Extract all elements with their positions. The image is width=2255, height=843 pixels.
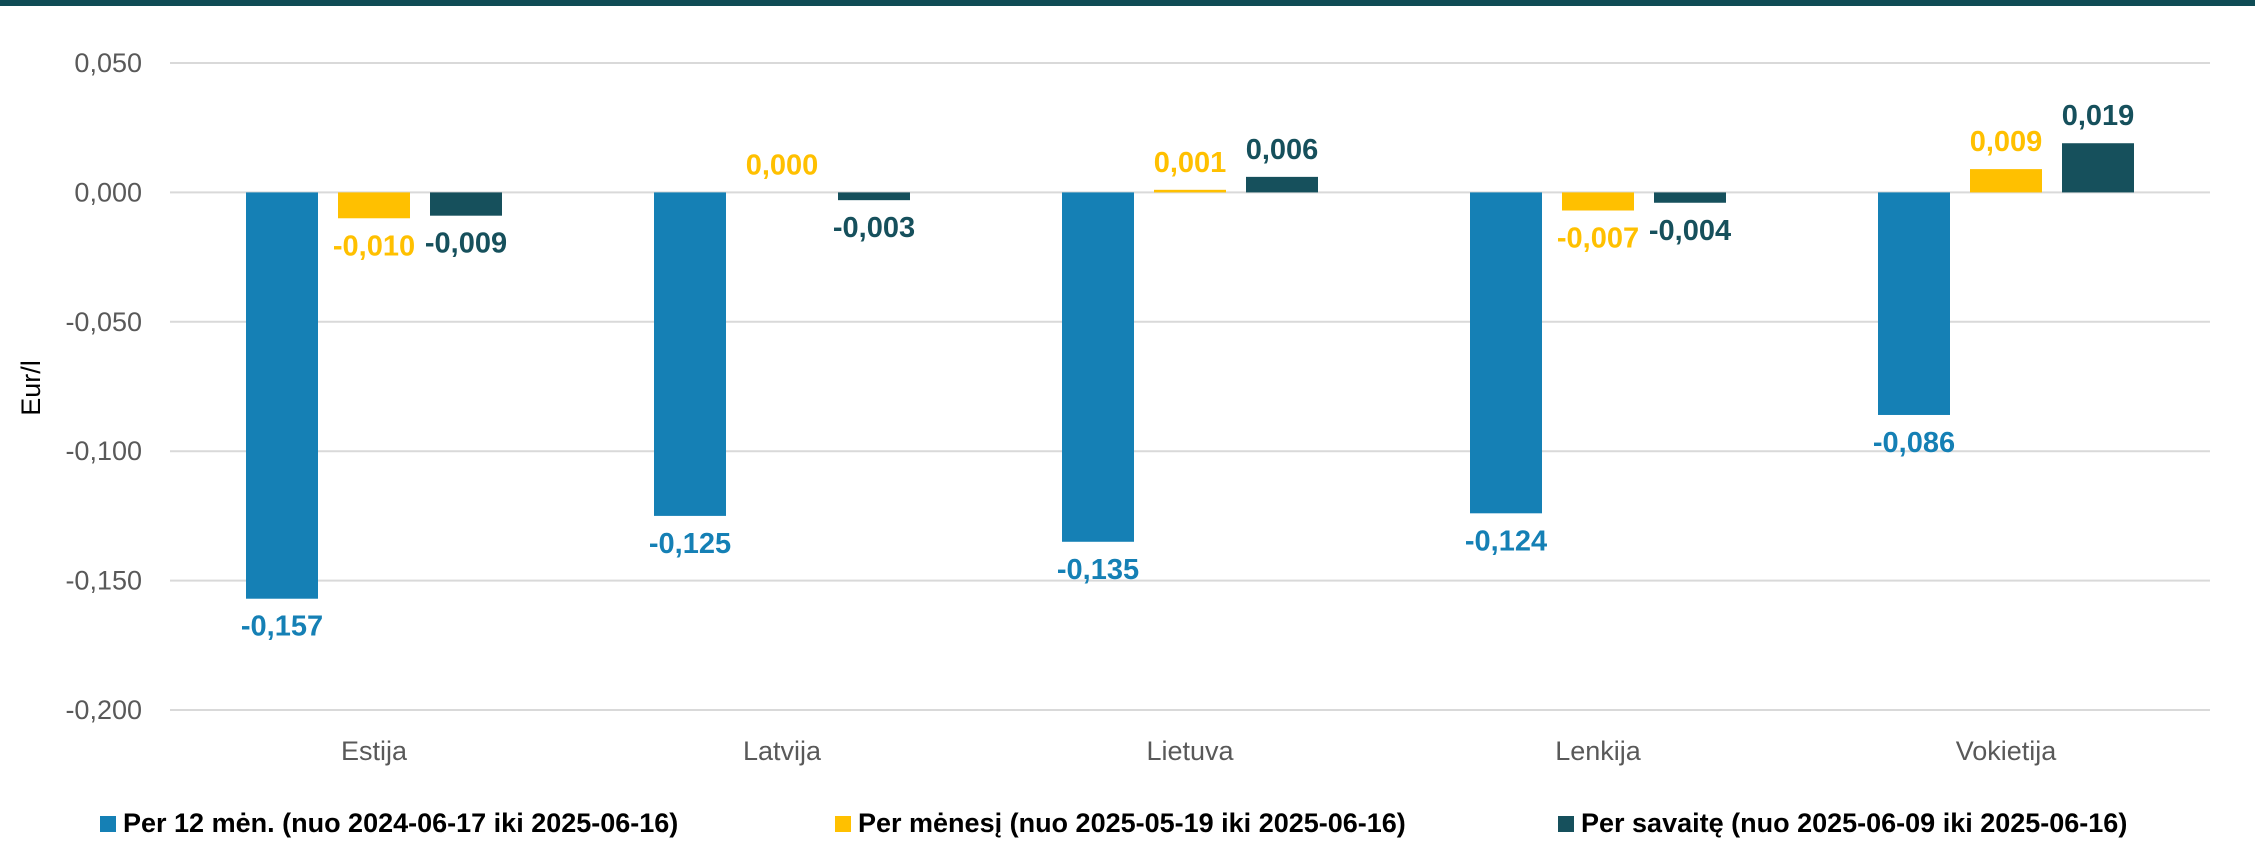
data-label: -0,007 <box>1557 223 1639 255</box>
y-tick-label: -0,150 <box>65 566 142 596</box>
category-label: Vokietija <box>1956 736 2058 766</box>
y-tick-label: 0,050 <box>74 48 142 78</box>
y-tick-label: -0,200 <box>65 695 142 725</box>
data-label: -0,010 <box>333 230 415 262</box>
legend-item-month: Per mėnesį (nuo 2025-05-19 iki 2025-06-1… <box>835 808 1406 839</box>
data-label: -0,124 <box>1465 525 1547 557</box>
data-labels: -0,157 -0,010 -0,009 -0,125 0,000 -0,003 -0,13… <box>241 100 2134 642</box>
data-label: -0,157 <box>241 611 323 643</box>
data-label: 0,009 <box>1970 126 2043 158</box>
bar <box>1246 176 1318 193</box>
bar <box>1470 192 1542 514</box>
legend-swatch-month <box>835 815 851 832</box>
data-label: 0,019 <box>2062 100 2135 132</box>
y-axis-ticks: 0,050 0,000 -0,050 -0,100 -0,150 -0,200 <box>65 48 142 725</box>
bar <box>338 192 410 219</box>
category-labels: Estija Latvija Lietuva Lenkija Vokietija <box>341 736 2057 766</box>
legend: Per 12 mėn. (nuo 2024-06-17 iki 2025-06-… <box>0 808 2255 842</box>
gridlines <box>170 62 2210 711</box>
category-label: Lietuva <box>1146 736 1234 766</box>
bar <box>1654 192 1726 203</box>
bar <box>1878 192 1950 415</box>
bar <box>1562 192 1634 211</box>
legend-item-12-months: Per 12 mėn. (nuo 2024-06-17 iki 2025-06-… <box>100 808 678 839</box>
bar <box>430 192 502 216</box>
y-tick-label: 0,000 <box>74 177 142 207</box>
data-label: 0,001 <box>1154 147 1227 179</box>
bar <box>1154 189 1226 193</box>
bars <box>246 143 2134 599</box>
data-label: -0,086 <box>1873 427 1955 459</box>
bar <box>1970 169 2042 193</box>
bar-chart: 0,050 0,000 -0,050 -0,100 -0,150 -0,200 Eur/l… <box>16 48 2210 766</box>
bar <box>654 192 726 516</box>
data-label: -0,009 <box>425 228 507 260</box>
legend-item-week: Per savaitę (nuo 2025-06-09 iki 2025-06-… <box>1558 808 2127 839</box>
bar <box>838 192 910 201</box>
y-tick-label: -0,100 <box>65 436 142 466</box>
legend-swatch-12-months <box>100 815 116 832</box>
category-label: Estija <box>341 736 408 766</box>
data-label: -0,125 <box>649 528 731 560</box>
top-accent-band <box>0 0 2255 6</box>
bar <box>1062 192 1134 542</box>
category-label: Latvija <box>743 736 822 766</box>
legend-label-12-months: Per 12 mėn. (nuo 2024-06-17 iki 2025-06-… <box>123 808 679 838</box>
category-label: Lenkija <box>1555 736 1642 766</box>
data-label: -0,004 <box>1649 215 1731 247</box>
data-label: -0,003 <box>833 212 915 244</box>
data-label: 0,000 <box>746 149 819 181</box>
bar <box>246 192 318 599</box>
legend-swatch-week <box>1558 815 1574 832</box>
legend-label-week: Per savaitę (nuo 2025-06-09 iki 2025-06-… <box>1581 808 2128 838</box>
data-label: 0,006 <box>1246 134 1319 166</box>
legend-label-month: Per mėnesį (nuo 2025-05-19 iki 2025-06-1… <box>858 808 1406 838</box>
y-tick-label: -0,050 <box>65 307 142 337</box>
y-axis-label: Eur/l <box>16 360 46 416</box>
data-label: -0,135 <box>1057 554 1139 586</box>
bar <box>2062 143 2134 193</box>
